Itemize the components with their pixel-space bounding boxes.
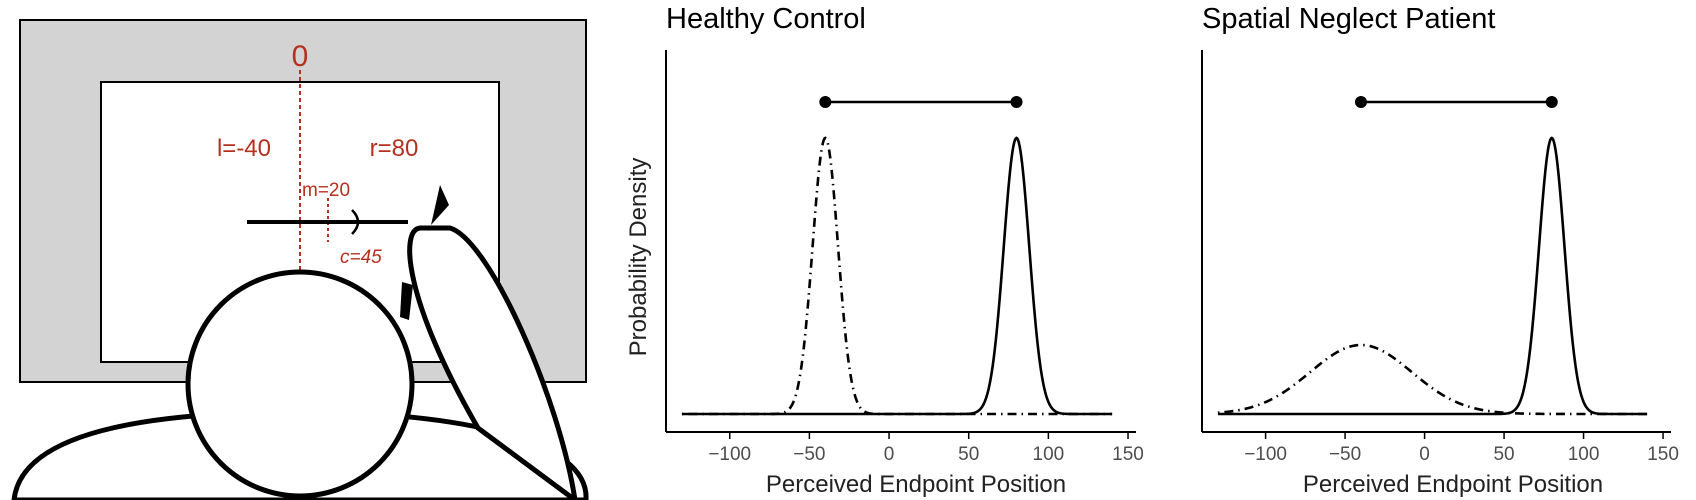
interval-point-left	[819, 96, 832, 108]
bisection-mark	[351, 209, 360, 235]
x-tick-label: 0	[1419, 444, 1430, 465]
x-tick-label: 150	[1647, 444, 1679, 465]
x-tick-label: −50	[1329, 444, 1361, 465]
pen-grip	[400, 282, 413, 320]
x-tick-label: 100	[1568, 444, 1600, 465]
right-endpoint-label: r=80	[370, 135, 419, 162]
interval-point-right	[1010, 96, 1023, 108]
midpoint-label: m=20	[302, 180, 350, 201]
x-tick-label: −100	[708, 444, 751, 465]
plot-area: −100 −50 0 50 100 150	[1201, 50, 1679, 465]
panel-title: Spatial Neglect Patient	[1202, 3, 1495, 35]
density-curve-solid	[681, 136, 1113, 416]
panel-title: Healthy Control	[666, 3, 866, 35]
left-endpoint-label: l=-40	[217, 135, 271, 162]
x-tick-label: 0	[884, 444, 895, 465]
plot-area: −100 −50 0 50 100 150	[665, 50, 1144, 465]
x-tick-label: 100	[1033, 444, 1065, 465]
head-shape	[185, 269, 415, 499]
x-tick-label: −100	[1244, 444, 1287, 465]
healthy-control-panel: Healthy Control Probability Density Perc…	[625, 3, 1144, 498]
density-curve-dotdash	[681, 136, 1113, 416]
x-axis-title: Perceived Endpoint Position	[766, 471, 1066, 498]
density-curve-dotdash	[1217, 343, 1648, 416]
illustration: 0 l=-40 r=80 m=20 c=45	[11, 19, 589, 500]
interval-point-right	[1545, 96, 1558, 108]
density-curve-solid	[1217, 136, 1648, 416]
interval-point-left	[1354, 96, 1367, 108]
x-tick-label: 50	[1493, 444, 1514, 465]
x-tick-label: −50	[793, 444, 825, 465]
pen-tip	[431, 185, 449, 225]
x-tick-label: 150	[1112, 444, 1144, 465]
spatial-neglect-panel: Spatial Neglect Patient Perceived Endpoi…	[1201, 3, 1679, 498]
bisection-label: c=45	[340, 247, 382, 268]
x-tick-label: 50	[958, 444, 979, 465]
y-axis-title: Probability Density	[625, 158, 652, 357]
zero-label: 0	[292, 40, 309, 73]
x-axis-title: Perceived Endpoint Position	[1303, 471, 1603, 498]
